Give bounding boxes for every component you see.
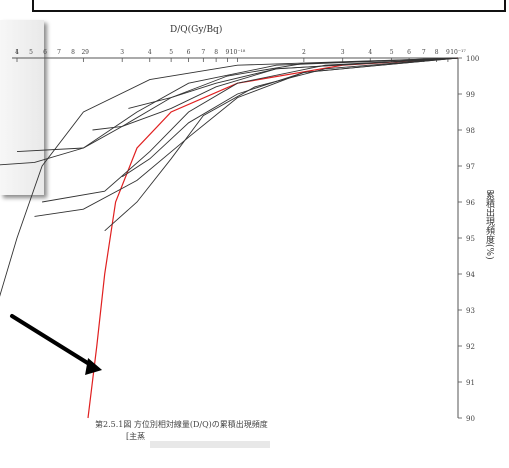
series-line xyxy=(0,57,459,297)
series-line xyxy=(87,57,459,419)
x-tick-label: 8 xyxy=(435,49,439,56)
series-line xyxy=(0,57,459,166)
x-tick-label: 1 xyxy=(15,49,19,56)
figure-caption: 第2.5.1図 方位別相対線量(D/Q)の累積出現頻度 xyxy=(95,420,268,429)
x-tick-label: 7 xyxy=(57,49,61,56)
x-tick-label: 4 xyxy=(15,49,19,56)
x-tick-label: 4 xyxy=(148,49,152,56)
y-tick-label: 91 xyxy=(466,379,475,387)
x-tick-label: 5 xyxy=(169,49,173,56)
x-tick-label: 6 xyxy=(407,49,411,56)
y-tick-label: 94 xyxy=(466,271,475,279)
y-tick-label: 100 xyxy=(466,55,479,63)
x-tick-label: 7 xyxy=(201,49,205,56)
y-tick-label: 93 xyxy=(466,307,475,315)
x-tick-label: 6 xyxy=(43,49,47,56)
y-tick-label: 99 xyxy=(466,91,475,99)
series-line xyxy=(128,57,459,109)
figure-caption-sub: [主蒸 xyxy=(126,432,146,441)
x-tick-label: 3 xyxy=(120,49,124,56)
x-tick-label: 9 xyxy=(446,49,450,56)
series-line xyxy=(104,57,459,232)
x-tick-label: 7 xyxy=(422,49,426,56)
x-tick-label: 10⁻¹⁷ xyxy=(450,49,466,56)
series-line xyxy=(42,57,459,203)
x-tick-label: 2 xyxy=(302,49,306,56)
caption-blurred-text xyxy=(150,441,270,448)
x-tick-label: 5 xyxy=(390,49,394,56)
x-tick-label: 9 xyxy=(225,49,229,56)
series-line xyxy=(121,57,459,178)
x-tick-label: 8 xyxy=(214,49,218,56)
y-tick-label: 96 xyxy=(466,199,475,207)
series-line xyxy=(16,57,459,153)
x-tick-label: 6 xyxy=(187,49,191,56)
y-tick-label: 92 xyxy=(466,343,475,351)
annotation-arrow-shaft xyxy=(10,314,97,369)
y-tick-label: 98 xyxy=(466,127,475,135)
x-tick-label: 5 xyxy=(29,49,33,56)
y-tick-label: 97 xyxy=(466,163,475,171)
left-panel-shadow xyxy=(0,20,44,195)
x-axis-title: D/Q(Gy/Bq) xyxy=(170,25,223,35)
y-tick-label: 90 xyxy=(466,415,475,423)
x-tick-label: 9 xyxy=(85,49,89,56)
top-callout-box xyxy=(32,0,506,12)
x-tick-label: 3 xyxy=(341,49,345,56)
y-tick-label: 95 xyxy=(466,235,475,243)
x-tick-label: 10⁻¹⁸ xyxy=(230,49,246,56)
x-tick-label: 8 xyxy=(71,49,75,56)
x-tick-label: 4 xyxy=(368,49,372,56)
annotation-arrow-head xyxy=(85,358,103,375)
x-tick-label: 2 xyxy=(81,49,85,56)
y-axis-title: 累積出現頻度(%) xyxy=(484,190,494,260)
